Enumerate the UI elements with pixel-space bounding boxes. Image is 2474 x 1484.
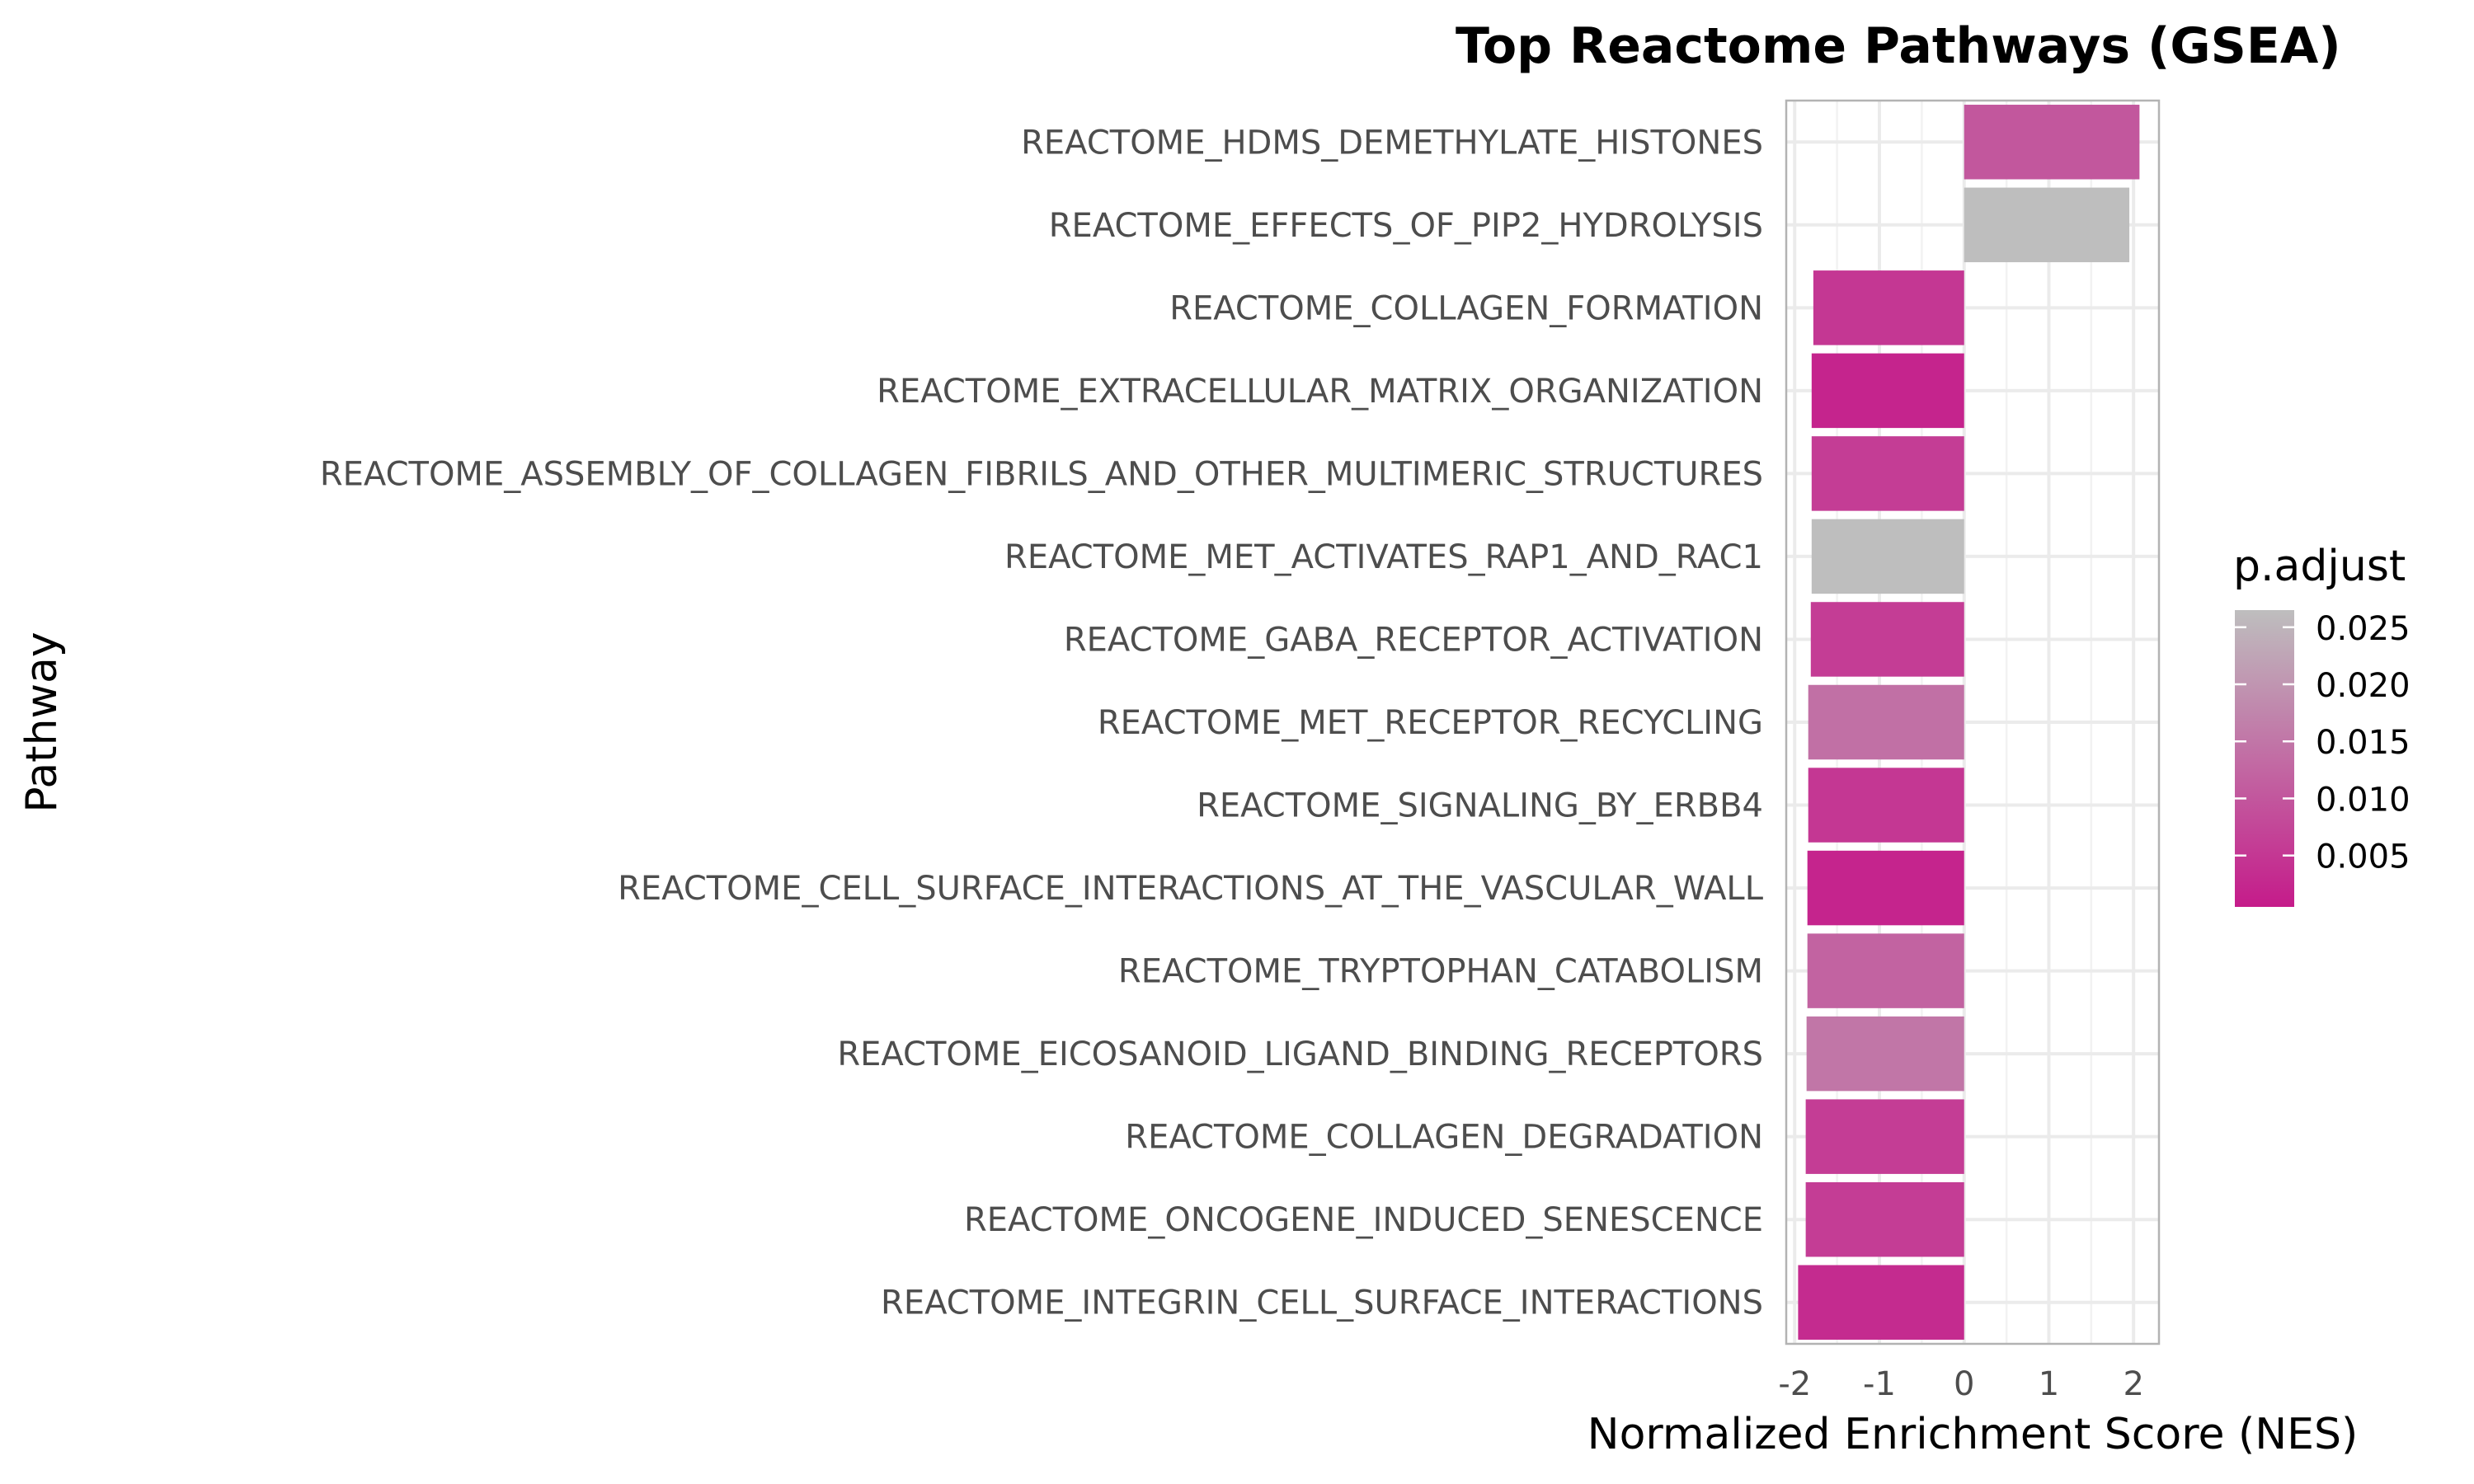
y-tick-label: REACTOME_EICOSANOID_LIGAND_BINDING_RECEP… (837, 1036, 1763, 1073)
legend-tick-label: 0.015 (2316, 724, 2411, 762)
bar (1811, 436, 1964, 511)
legend: p.adjust 0.025 0.020 0.015 0.010 0.005 (2233, 542, 2411, 907)
y-tick-label: REACTOME_EFFECTS_OF_PIP2_HYDROLYSIS (1049, 207, 1763, 245)
bar (1811, 519, 1964, 594)
y-tick-label: REACTOME_ASSEMBLY_OF_COLLAGEN_FIBRILS_AN… (320, 455, 1763, 493)
y-tick-label: REACTOME_EXTRACELLULAR_MATRIX_ORGANIZATI… (877, 373, 1763, 411)
bar (1808, 684, 1964, 760)
y-tick-label: REACTOME_COLLAGEN_FORMATION (1169, 289, 1763, 327)
bars (1798, 105, 2140, 1340)
y-tick-label: REACTOME_CELL_SURFACE_INTERACTIONS_AT_TH… (618, 870, 1764, 908)
chart-title: Top Reactome Pathways (GSEA) (1456, 17, 2341, 75)
y-axis-title: Pathway (17, 632, 67, 812)
legend-title: p.adjust (2233, 542, 2406, 591)
bar (1807, 933, 1964, 1008)
bar (1807, 850, 1964, 926)
y-tick-label: REACTOME_HDMS_DEMETHYLATE_HISTONES (1021, 124, 1763, 162)
bar (1805, 1099, 1964, 1174)
bar (1811, 353, 1964, 429)
x-axis-labels: -2 -1 0 1 2 (1778, 1365, 2144, 1403)
x-tick-label: 0 (1954, 1365, 1974, 1403)
legend-tick-label: 0.010 (2316, 781, 2411, 819)
y-tick-label: REACTOME_TRYPTOPHAN_CATABOLISM (1118, 953, 1763, 991)
legend-tick-label: 0.025 (2316, 610, 2411, 648)
x-tick-label: 2 (2123, 1365, 2143, 1403)
y-tick-label: REACTOME_MET_RECEPTOR_RECYCLING (1098, 704, 1763, 742)
x-tick-label: -1 (1863, 1365, 1896, 1403)
x-tick-label: -2 (1778, 1365, 1811, 1403)
bar (1964, 187, 2130, 263)
bar (1810, 602, 1964, 677)
legend-ticks: 0.025 0.020 0.015 0.010 0.005 (2235, 610, 2411, 876)
bar (1798, 1265, 1964, 1340)
x-axis-title: Normalized Enrichment Score (NES) (1587, 1410, 2359, 1459)
legend-colorbar (2235, 610, 2294, 907)
bar (1964, 105, 2140, 180)
y-tick-label: REACTOME_SIGNALING_BY_ERBB4 (1197, 787, 1763, 825)
bar (1808, 768, 1964, 843)
legend-tick-label: 0.005 (2316, 838, 2411, 876)
x-tick-label: 1 (2039, 1365, 2059, 1403)
bar (1806, 1016, 1964, 1092)
legend-tick-label: 0.020 (2316, 667, 2411, 705)
y-tick-label: REACTOME_ONCOGENE_INDUCED_SENESCENCE (964, 1201, 1763, 1239)
plot-border (1785, 99, 2161, 1345)
bar (1805, 1181, 1964, 1257)
y-axis-labels: REACTOME_HDMS_DEMETHYLATE_HISTONES REACTO… (320, 124, 1764, 1322)
bar (1813, 270, 1964, 345)
y-tick-label: REACTOME_MET_ACTIVATES_RAP1_AND_RAC1 (1004, 538, 1763, 576)
y-tick-label: REACTOME_INTEGRIN_CELL_SURFACE_INTERACTI… (881, 1284, 1763, 1322)
y-tick-label: REACTOME_COLLAGEN_DEGRADATION (1125, 1119, 1763, 1157)
y-tick-label: REACTOME_GABA_RECEPTOR_ACTIVATION (1064, 621, 1763, 659)
